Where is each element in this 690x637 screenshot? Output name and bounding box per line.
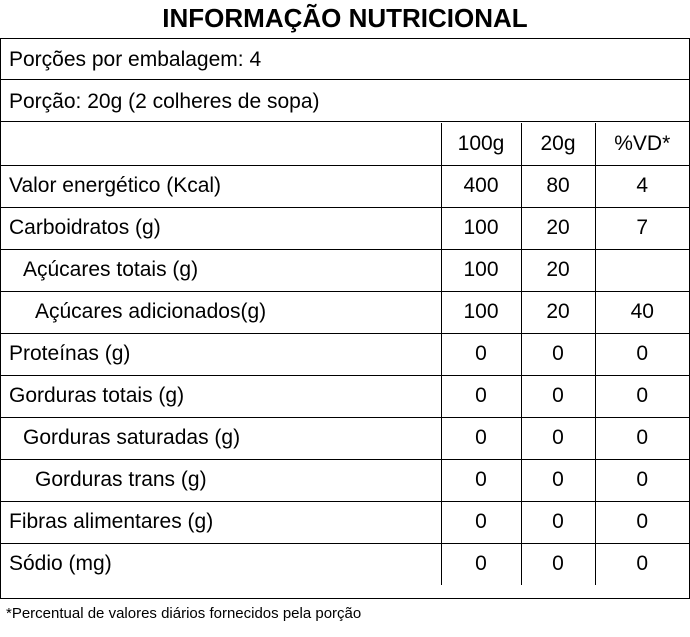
value-vd: 0	[594, 332, 689, 375]
nutrient-label: Fibras alimentares (g)	[1, 500, 441, 543]
value-vd: 0	[594, 374, 689, 417]
table-row: Proteínas (g) 0 0 0	[1, 332, 689, 375]
nutrient-label: Açúcares totais (g)	[1, 248, 441, 291]
value-20g: 0	[520, 374, 595, 417]
nutrient-grid: 100g 20g %VD* Valor energético (Kcal) 40…	[1, 123, 689, 585]
table-row: Carboidratos (g) 100 20 7	[1, 206, 689, 249]
value-vd: 40	[594, 290, 689, 333]
nutrient-label: Carboidratos (g)	[1, 206, 441, 249]
value-20g: 0	[520, 416, 595, 459]
nutrient-label: Gorduras totais (g)	[1, 374, 441, 417]
value-100g: 100	[440, 248, 521, 291]
value-100g: 0	[440, 458, 521, 501]
value-vd: 7	[594, 206, 689, 249]
page-title: INFORMAÇÃO NUTRICIONAL	[162, 3, 528, 33]
value-vd: 0	[594, 416, 689, 459]
value-20g: 20	[520, 248, 595, 291]
table-row: Açúcares totais (g) 100 20	[1, 248, 689, 291]
value-100g: 400	[440, 164, 521, 207]
value-vd: 4	[594, 164, 689, 207]
table-row: Açúcares adicionados(g) 100 20 40	[1, 290, 689, 333]
table-row: Gorduras saturadas (g) 0 0 0	[1, 416, 689, 459]
value-20g: 0	[520, 458, 595, 501]
value-vd: 0	[594, 542, 689, 585]
header-vd: %VD*	[594, 123, 689, 165]
nutrient-label: Valor energético (Kcal)	[1, 164, 441, 207]
header-100g: 100g	[440, 123, 521, 165]
header-row: 100g 20g %VD*	[1, 123, 689, 165]
value-100g: 100	[440, 290, 521, 333]
value-100g: 0	[440, 332, 521, 375]
table-row: Gorduras trans (g) 0 0 0	[1, 458, 689, 501]
table-row: Valor energético (Kcal) 400 80 4	[1, 164, 689, 207]
value-20g: 0	[520, 542, 595, 585]
header-20g: 20g	[520, 123, 595, 165]
table-row: Gorduras totais (g) 0 0 0	[1, 374, 689, 417]
nutrient-label: Proteínas (g)	[1, 332, 441, 375]
value-100g: 0	[440, 374, 521, 417]
value-100g: 0	[440, 416, 521, 459]
value-vd: 0	[594, 500, 689, 543]
serving-size: Porção: 20g (2 colheres de sopa)	[1, 81, 689, 122]
nutrient-label: Açúcares adicionados(g)	[1, 290, 441, 333]
value-100g: 0	[440, 542, 521, 585]
value-20g: 0	[520, 332, 595, 375]
value-vd	[594, 248, 689, 291]
value-20g: 20	[520, 290, 595, 333]
value-20g: 80	[520, 164, 595, 207]
table-row: Sódio (mg) 0 0 0	[1, 542, 689, 585]
value-20g: 0	[520, 500, 595, 543]
nutrient-label: Gorduras trans (g)	[1, 458, 441, 501]
table-row: Fibras alimentares (g) 0 0 0	[1, 500, 689, 543]
footnote: *Percentual de valores diários fornecido…	[6, 605, 362, 622]
value-100g: 0	[440, 500, 521, 543]
nutrient-label: Gorduras saturadas (g)	[1, 416, 441, 459]
servings-per-package: Porções por embalagem: 4	[1, 39, 689, 80]
header-label-cell	[1, 123, 441, 165]
value-vd: 0	[594, 458, 689, 501]
nutrient-label: Sódio (mg)	[1, 542, 441, 585]
value-100g: 100	[440, 206, 521, 249]
nutrition-facts-table: Porções por embalagem: 4 Porção: 20g (2 …	[0, 38, 690, 599]
value-20g: 20	[520, 206, 595, 249]
